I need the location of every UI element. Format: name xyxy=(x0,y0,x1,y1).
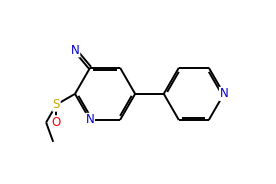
Text: S: S xyxy=(53,98,60,111)
Text: N: N xyxy=(219,87,228,100)
Text: O: O xyxy=(52,116,61,129)
Text: N: N xyxy=(71,44,80,57)
Text: N: N xyxy=(86,113,94,126)
